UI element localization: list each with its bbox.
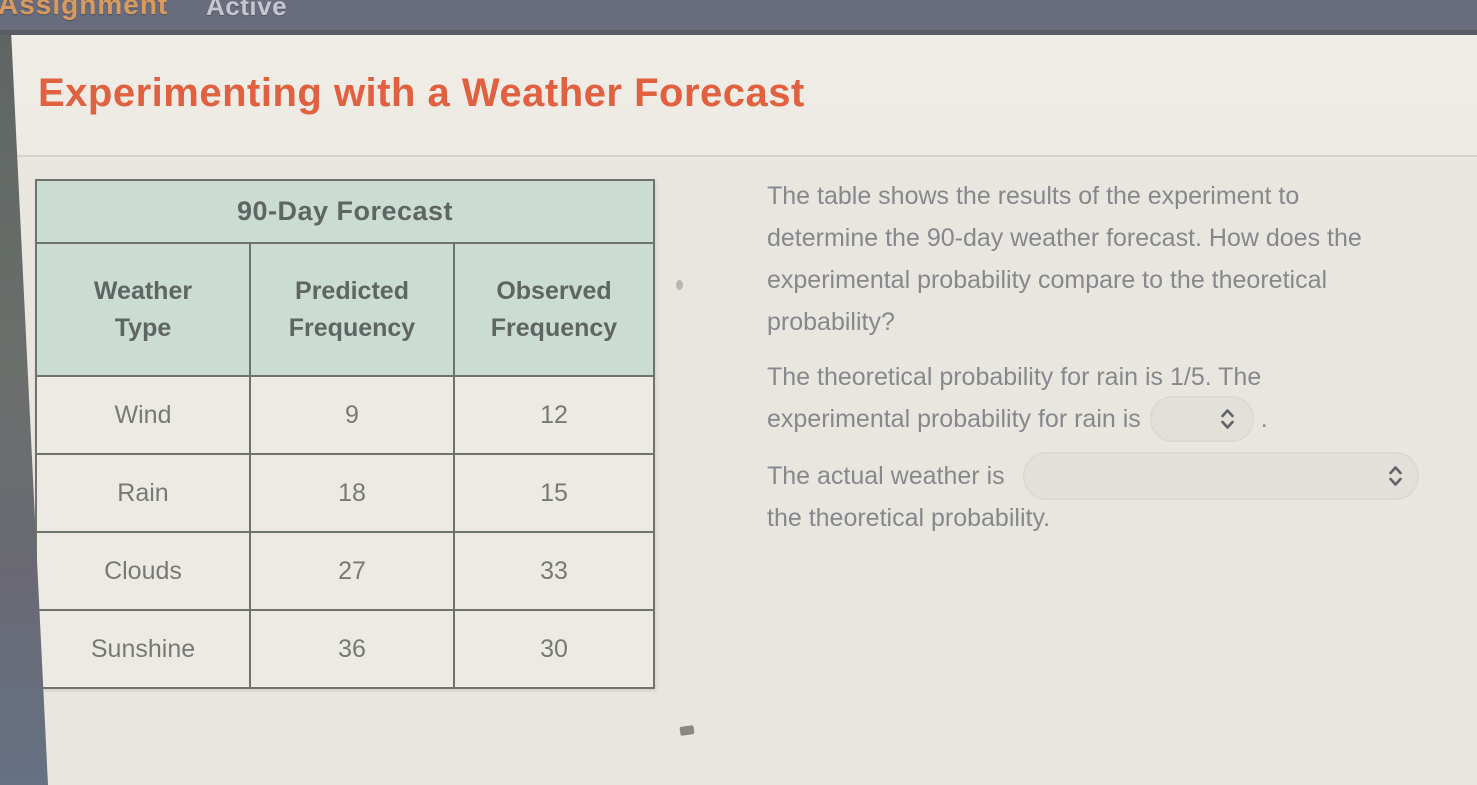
- prompt-line: The table shows the results of the exper…: [767, 181, 1300, 210]
- table-row-clouds: Clouds 27 33: [35, 531, 655, 611]
- question-panel: The table shows the results of the exper…: [767, 175, 1477, 539]
- cell-observed: 15: [453, 453, 655, 533]
- photo-speck: [676, 280, 683, 290]
- fill-in-2-label: The actual weather is: [767, 461, 1005, 490]
- experimental-probability-dropdown[interactable]: [1149, 396, 1254, 442]
- photo-speck: [679, 725, 695, 736]
- top-bar-shadow: [0, 30, 1477, 35]
- table-title: 90-Day Forecast: [35, 179, 655, 244]
- column-header-predicted-frequency: Predicted Frequency: [249, 242, 455, 377]
- cell-predicted: 27: [249, 531, 455, 611]
- cell-weather-type: Wind: [35, 375, 251, 455]
- table-row-sunshine: Sunshine 36 30: [35, 609, 655, 689]
- forecast-table-container: 90-Day Forecast Weather Type Predicted F…: [35, 179, 655, 689]
- fill-in-1-line1: The theoretical probability for rain is …: [767, 362, 1262, 391]
- title-band: Experimenting with a Weather Forecast: [0, 35, 1477, 157]
- page-title: Experimenting with a Weather Forecast: [38, 71, 805, 115]
- prompt-line: determine the 90-day weather forecast. H…: [767, 223, 1362, 252]
- prompt-line: experimental probability compare to the …: [767, 265, 1328, 294]
- actual-weather-dropdown[interactable]: [1022, 452, 1419, 500]
- select-arrows-icon: [1388, 466, 1402, 486]
- tab-assignment[interactable]: Assignment: [0, 0, 169, 20]
- cell-weather-type: Sunshine: [35, 609, 251, 689]
- select-arrows-icon: [1220, 409, 1234, 429]
- sentence-period: .: [1260, 404, 1268, 433]
- column-header-weather-type: Weather Type: [35, 242, 251, 377]
- top-bar: Assignment Active: [0, 0, 1477, 30]
- cell-weather-type: Rain: [35, 453, 251, 533]
- cell-observed: 33: [453, 531, 655, 611]
- table-row-wind: Wind 9 12: [35, 375, 655, 455]
- cell-observed: 30: [453, 609, 655, 689]
- fill-in-1-label: experimental probability for rain is: [767, 404, 1141, 433]
- forecast-table: 90-Day Forecast Weather Type Predicted F…: [35, 179, 655, 689]
- prompt-line: probability?: [767, 307, 895, 336]
- table-row-rain: Rain 18 15: [35, 453, 655, 533]
- column-header-observed-frequency: Observed Frequency: [453, 242, 655, 377]
- cell-predicted: 18: [249, 453, 455, 533]
- fill-in-2-line2: the theoretical probability.: [767, 503, 1051, 532]
- cell-predicted: 9: [249, 375, 455, 455]
- status-active: Active: [206, 0, 288, 21]
- cell-weather-type: Clouds: [35, 531, 251, 611]
- cell-predicted: 36: [249, 609, 455, 689]
- cell-observed: 12: [453, 375, 655, 455]
